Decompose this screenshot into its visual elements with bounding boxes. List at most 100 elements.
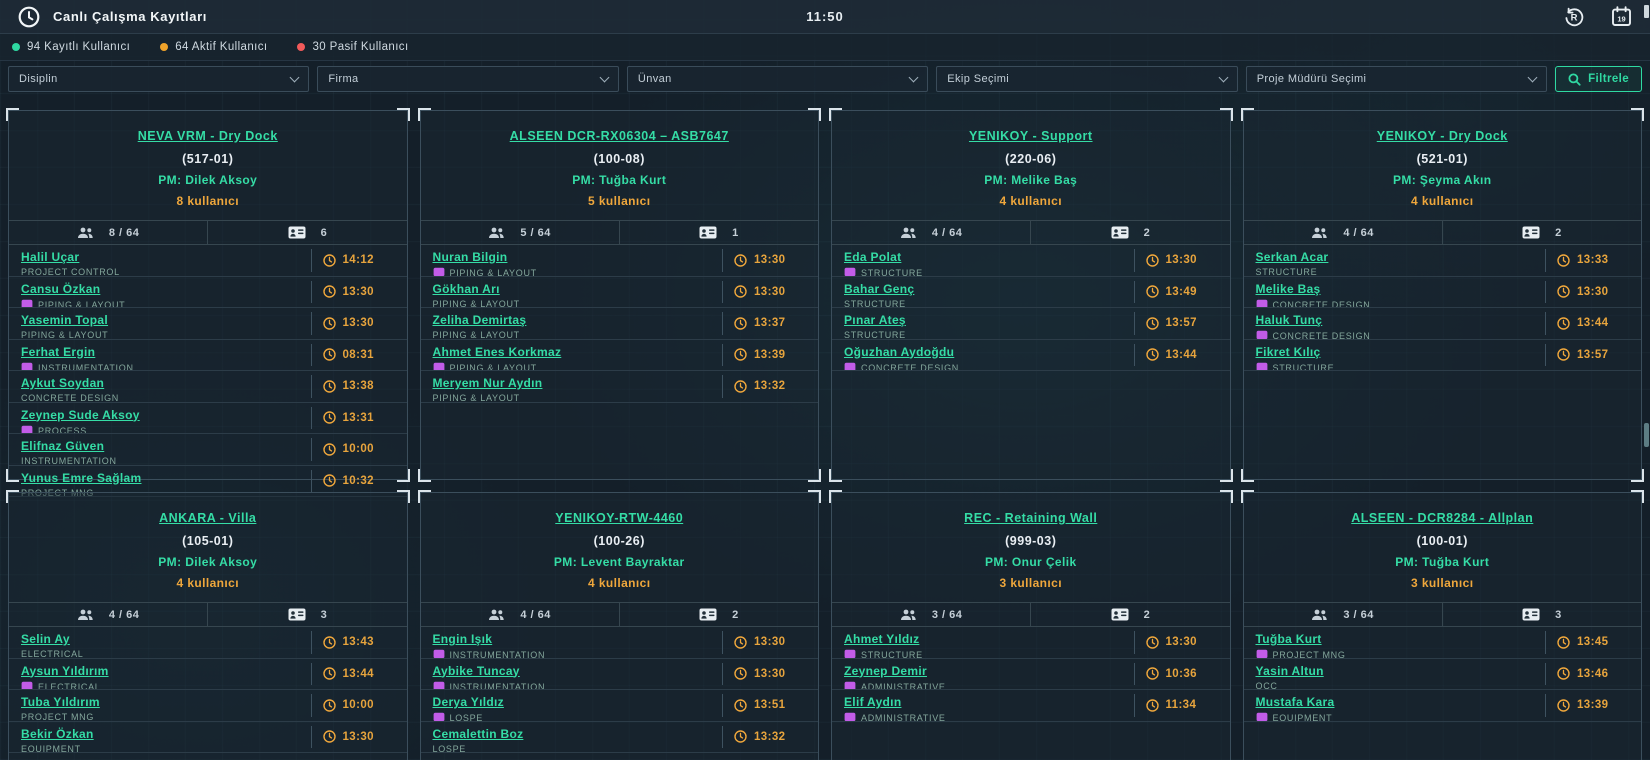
- filter-button[interactable]: Filtrele: [1555, 66, 1643, 92]
- user-name-link[interactable]: Nuran Bilgin: [432, 250, 508, 264]
- user-name-link[interactable]: Aybike Tuncay: [432, 663, 520, 678]
- user-name-link[interactable]: Mustafa Kara: [1255, 695, 1335, 709]
- clock-icon: [1145, 636, 1159, 649]
- user-name-link[interactable]: Pınar Ateş: [844, 313, 906, 327]
- user-name-link[interactable]: Ahmet Yıldız: [844, 632, 920, 646]
- user-name-link[interactable]: Haluk Tunç: [1255, 313, 1323, 327]
- user-name-link[interactable]: Derya Yıldız: [432, 695, 504, 709]
- user-name-link[interactable]: Aykut Soydan: [21, 376, 105, 390]
- user-name-link[interactable]: Gökhan Arı: [432, 281, 500, 296]
- user-row: Cemalettin Boz LOSPE 13:32: [420, 722, 818, 753]
- project-title-link[interactable]: ALSEEN - DCR8284 - Allplan: [1351, 511, 1534, 525]
- user-name-link[interactable]: Elifnaz Güven: [21, 439, 105, 453]
- user-discipline-label: CONCRETE DESIGN: [861, 362, 960, 371]
- project-title-link[interactable]: ALSEEN DCR-RX06304 – ASB7647: [509, 129, 729, 143]
- user-time: 13:39: [1577, 699, 1609, 712]
- corner-bracket: [417, 108, 431, 121]
- user-time: 13:44: [1577, 317, 1609, 330]
- select-unvan[interactable]: Ünvan: [626, 66, 929, 92]
- project-title-link[interactable]: YENIKOY - Dry Dock: [1376, 129, 1508, 143]
- select-proje-muduru[interactable]: Proje Müdürü Seçimi: [1245, 66, 1548, 92]
- project-pm: PM: Dilek Aksoy: [158, 173, 258, 187]
- user-name-link[interactable]: Ferhat Ergin: [21, 344, 96, 359]
- project-card-3: YENIKOY - Dry Dock (521-01) PM: Şeyma Akın…: [1240, 108, 1644, 482]
- status-label: 64 Aktif Kullanıcı: [175, 41, 268, 53]
- stat-badge-count: 3: [1443, 603, 1641, 626]
- select-disiplin[interactable]: Disiplin: [8, 66, 310, 92]
- card-header: REC - Retaining Wall (999-03) PM: Onur Çel…: [832, 493, 1230, 602]
- user-name-link[interactable]: Tuba Yıldırım: [21, 695, 100, 709]
- user-name-link[interactable]: Eda Polat: [844, 250, 902, 264]
- select-ekip[interactable]: Ekip Seçimi: [936, 66, 1238, 92]
- user-name-link[interactable]: Zeynep Sude Aksoy: [21, 407, 140, 422]
- select-firma[interactable]: Firma: [317, 66, 619, 92]
- project-title-link[interactable]: REC - Retaining Wall: [964, 511, 1098, 525]
- user-time-cell: 13:33: [1545, 249, 1641, 272]
- project-title-link[interactable]: ANKARA - Villa: [159, 511, 257, 525]
- project-title-link[interactable]: YENIKOY-RTW-4460: [555, 511, 684, 525]
- search-icon: [1568, 73, 1581, 86]
- user-name-link[interactable]: Engin Işık: [432, 632, 493, 646]
- user-name-link[interactable]: Oğuzhan Aydoğdu: [844, 344, 955, 359]
- user-row: Haluk Tunç CONCRETE DESIGN 13:44: [1243, 308, 1641, 340]
- scrollbar-thumb[interactable]: [1644, 423, 1649, 447]
- user-name-link[interactable]: Zeliha Demirtaş: [432, 313, 527, 327]
- user-name-link[interactable]: Aysun Yıldırım: [21, 663, 109, 678]
- top-bar: Canlı Çalışma Kayıtları 11:50 R 19: [0, 0, 1650, 34]
- user-name-link[interactable]: Yasin Altun: [1255, 663, 1324, 678]
- user-discipline: INSTRUMENTATION: [21, 362, 307, 370]
- clock-icon: [1145, 254, 1159, 267]
- user-info: Fikret Kılıç STRUCTURE: [1244, 340, 1546, 370]
- user-time: 14:12: [342, 254, 374, 267]
- user-discipline: PROCESS: [21, 425, 307, 433]
- user-name-link[interactable]: Elif Aydın: [844, 695, 902, 709]
- user-name-link[interactable]: Tuğba Kurt: [1255, 632, 1322, 646]
- project-pm: PM: Dilek Aksoy: [158, 555, 258, 569]
- corner-bracket: [1219, 490, 1233, 503]
- user-name-link[interactable]: Zeynep Demir: [844, 663, 927, 678]
- card-header: YENIKOY-RTW-4460 (100-26) PM: Levent Bayra…: [421, 493, 819, 602]
- user-name-link[interactable]: Bekir Özkan: [21, 726, 94, 741]
- stat-active-users: 3 / 64: [832, 603, 1032, 626]
- user-name-link[interactable]: Melike Baş: [1255, 281, 1321, 296]
- stat-badge-value: 3: [1555, 608, 1562, 621]
- user-name-link[interactable]: Meryem Nur Aydın: [432, 376, 543, 390]
- stat-active-value: 4 / 64: [108, 608, 140, 621]
- user-row: Mustafa Kara EQUIPMENT 13:39: [1243, 690, 1641, 722]
- id-card-icon: [1522, 226, 1540, 239]
- user-name-link[interactable]: Yunus Emre Sağlam: [21, 470, 142, 485]
- user-discipline: PIPING & LAYOUT: [433, 362, 719, 370]
- clock-icon: [1145, 667, 1159, 680]
- refresh-icon[interactable]: R: [1563, 6, 1585, 28]
- corner-bracket: [396, 108, 410, 121]
- calendar-icon[interactable]: 19: [1611, 6, 1632, 27]
- status-item-0: 94 Kayıtlı Kullanıcı: [12, 41, 130, 53]
- corner-bracket: [1631, 108, 1644, 121]
- user-discipline-label: PIPING & LAYOUT: [432, 330, 520, 339]
- user-discipline-label: PROJECT CONTROL: [21, 267, 120, 276]
- user-time: 13:32: [754, 730, 786, 743]
- project-card-0: NEVA VRM - Dry Dock (517-01) PM: Dilek Aks…: [6, 108, 410, 497]
- user-name-link[interactable]: Selin Ay: [21, 632, 70, 646]
- scrollbar[interactable]: [1643, 0, 1650, 760]
- clock-icon: [1145, 285, 1159, 298]
- project-title-link[interactable]: YENIKOY - Support: [968, 129, 1093, 143]
- user-name-link[interactable]: Cansu Özkan: [21, 281, 101, 296]
- user-name-link[interactable]: Fikret Kılıç: [1255, 344, 1321, 359]
- user-name-link[interactable]: Ahmet Enes Korkmaz: [432, 344, 562, 359]
- user-name-link[interactable]: Yasemin Topal: [21, 313, 109, 327]
- user-time: 13:37: [754, 317, 786, 330]
- clock-icon: [1145, 699, 1159, 712]
- project-title-link[interactable]: NEVA VRM - Dry Dock: [137, 129, 278, 143]
- user-name-link[interactable]: Serkan Acar: [1255, 250, 1329, 264]
- user-row: Yunus Emre Sağlam PROJECT MNG 10:32: [9, 466, 407, 497]
- user-name-link[interactable]: Cemalettin Boz: [432, 726, 524, 741]
- user-name-link[interactable]: Bahar Genç: [844, 281, 915, 296]
- stat-active-users: 5 / 64: [421, 221, 620, 244]
- user-discipline: INSTRUMENTATION: [21, 456, 307, 465]
- user-name-link[interactable]: Halil Uçar: [21, 250, 80, 264]
- user-discipline-label: PROJECT MNG: [1272, 650, 1346, 658]
- project-card-5: YENIKOY-RTW-4460 (100-26) PM: Levent Bayra…: [417, 490, 821, 760]
- clock-icon: [322, 443, 336, 456]
- project-cards-grid: NEVA VRM - Dry Dock (517-01) PM: Dilek Aks…: [0, 98, 1650, 760]
